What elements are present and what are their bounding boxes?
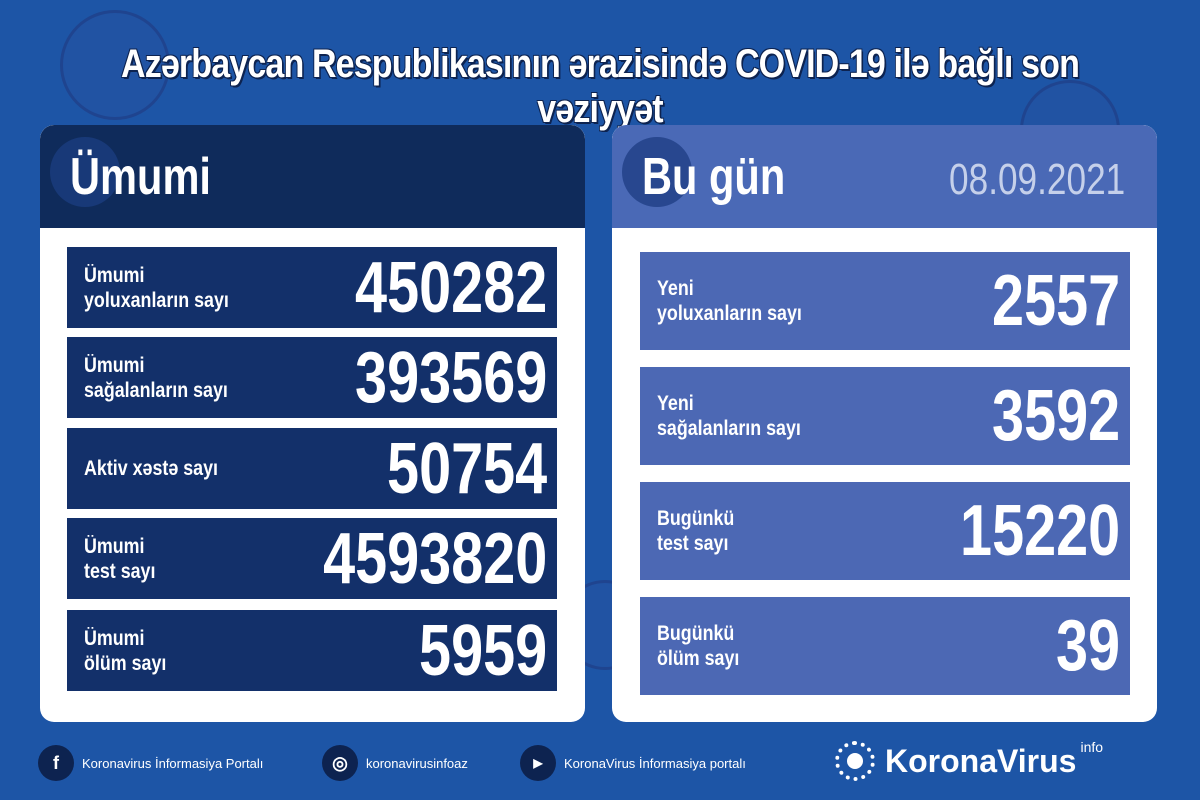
youtube-label: KoronaVirus İnformasiya portalı [564, 755, 746, 771]
facebook-icon: f [38, 745, 74, 781]
youtube-icon: ▶ [520, 745, 556, 781]
instagram-label: koronavirusinfoaz [366, 755, 468, 771]
stat-value: 393569 [354, 337, 547, 418]
virus-decoration [60, 10, 170, 120]
brand-logo: KoronaVirus info [835, 739, 1109, 781]
stat-label: Bugünkü ölüm sayı [657, 622, 740, 670]
stat-row: Ümumi yoluxanların sayı 450282 [67, 247, 557, 328]
stat-label: Bugünkü test sayı [657, 507, 735, 555]
stat-row: Bugünkü test sayı 15220 [640, 482, 1130, 580]
stat-row: Yeni yoluxanların sayı 2557 [640, 252, 1130, 350]
stat-value: 2557 [991, 261, 1120, 341]
stat-label: Yeni sağalanların sayı [657, 392, 801, 440]
stat-label: Ümumi yoluxanların sayı [84, 263, 229, 312]
total-header: Ümumi [40, 125, 585, 228]
stat-label: Ümumi test sayı [84, 534, 156, 583]
page-title: Azərbaycan Respublikasının ərazisində CO… [121, 42, 1080, 131]
virus-icon [50, 137, 120, 207]
stat-row: Ümumi ölüm sayı 5959 [67, 610, 557, 691]
brand-sup: info [1080, 739, 1104, 755]
facebook-label: Koronavirus İnformasiya Portalı [82, 755, 264, 771]
stat-label: Yeni yoluxanların sayı [657, 277, 802, 325]
today-header: Bu gün 08.09.2021 [612, 125, 1157, 228]
date: 08.09.2021 [948, 155, 1125, 204]
stat-value: 4593820 [322, 518, 547, 599]
stat-label: Ümumi ölüm sayı [84, 626, 167, 675]
stat-value: 50754 [386, 428, 547, 509]
today-heading: Bu gün [642, 148, 786, 206]
stat-row: Ümumi sağalanların sayı 393569 [67, 337, 557, 418]
stat-row: Bugünkü ölüm sayı 39 [640, 597, 1130, 695]
stat-row: Ümumi test sayı 4593820 [67, 518, 557, 599]
instagram-link[interactable]: ◎ koronavirusinfoaz [322, 745, 468, 781]
footer: f Koronavirus İnformasiya Portalı ◎ korona… [0, 735, 1200, 795]
stat-value: 450282 [354, 247, 547, 328]
stat-label: Aktiv xəstə sayı [84, 457, 218, 480]
facebook-link[interactable]: f Koronavirus İnformasiya Portalı [38, 745, 263, 781]
total-heading: Ümumi [70, 148, 211, 206]
stat-value: 39 [1055, 606, 1120, 686]
virus-logo-icon [835, 741, 875, 781]
virus-icon [622, 137, 692, 207]
stat-value: 3592 [991, 376, 1120, 456]
stat-value: 5959 [418, 610, 547, 691]
stat-row: Yeni sağalanların sayı 3592 [640, 367, 1130, 465]
instagram-icon: ◎ [322, 745, 358, 781]
total-card: Ümumi Ümumi yoluxanların sayı 450282 Ümum… [40, 125, 585, 722]
stat-row: Aktiv xəstə sayı 50754 [67, 428, 557, 509]
today-card: Bu gün 08.09.2021 Yeni yoluxanların sayı… [612, 125, 1157, 722]
youtube-link[interactable]: ▶ KoronaVirus İnformasiya portalı [520, 745, 746, 781]
stat-value: 15220 [959, 491, 1120, 571]
stat-label: Ümumi sağalanların sayı [84, 353, 228, 402]
brand-name: KoronaVirus [885, 742, 1077, 779]
